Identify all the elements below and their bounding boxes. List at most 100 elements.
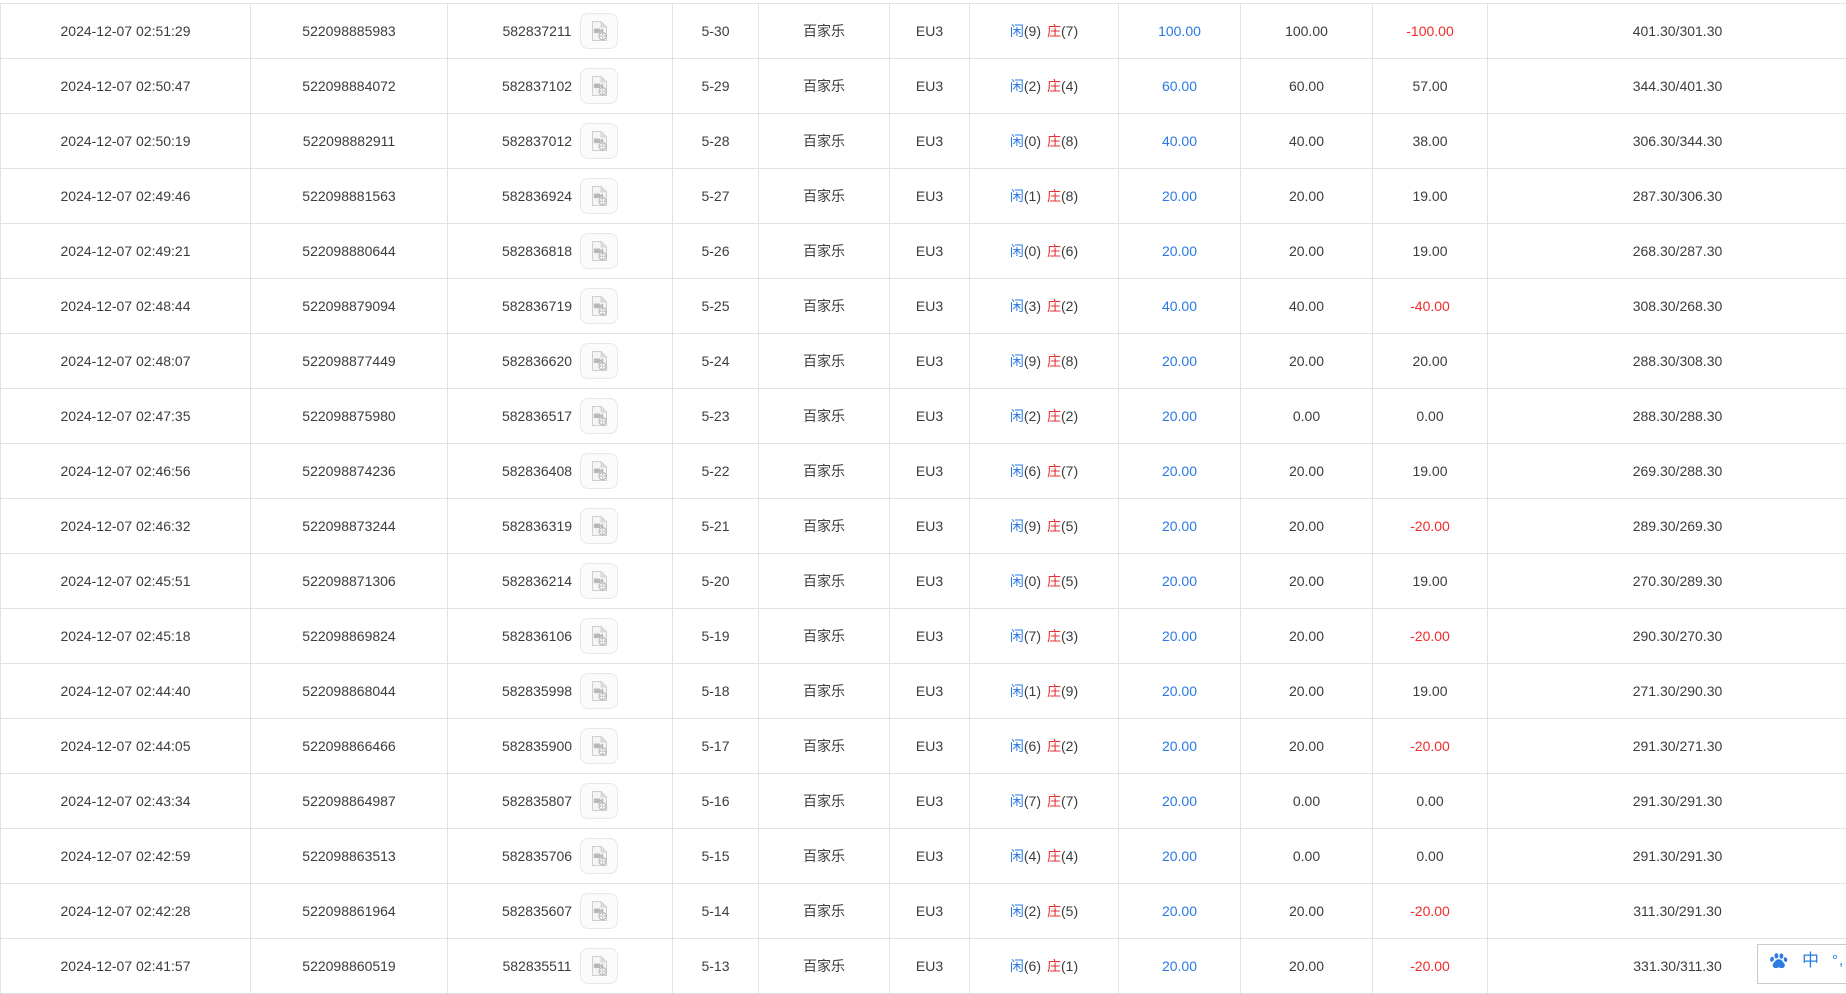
bet-record-row: 2024-12-07 02:43:34 522098864987 5828358… (1, 774, 1846, 829)
banker-label: 庄 (1047, 958, 1061, 974)
round-id-cell: 582835900 (448, 719, 673, 774)
round-id-cell: 582836319 (448, 499, 673, 554)
banker-label: 庄 (1047, 518, 1061, 534)
video-replay-button[interactable] (580, 673, 618, 709)
bet-amount-link[interactable]: 20.00 (1162, 903, 1197, 919)
result-cell: 闲(9)庄(7) (970, 4, 1119, 59)
video-replay-button[interactable] (580, 508, 618, 544)
round-no-cell: 5-14 (673, 884, 759, 939)
win-loss-cell: -20.00 (1373, 939, 1488, 994)
win-loss-cell: -20.00 (1373, 719, 1488, 774)
bet-amount-link[interactable]: 20.00 (1162, 518, 1197, 534)
round-id-cell: 582836719 (448, 279, 673, 334)
video-replay-button[interactable] (580, 893, 618, 929)
bet-amount-cell: 100.00 (1119, 4, 1241, 59)
bet-record-row: 2024-12-07 02:46:56 522098874236 5828364… (1, 444, 1846, 499)
video-replay-button[interactable] (580, 398, 618, 434)
banker-label: 庄 (1047, 408, 1061, 424)
video-replay-button[interactable] (580, 68, 618, 104)
valid-amount-cell: 20.00 (1241, 499, 1373, 554)
banker-points: (2) (1061, 298, 1078, 314)
player-points: (6) (1024, 463, 1041, 479)
bet-record-row: 2024-12-07 02:44:40 522098868044 5828359… (1, 664, 1846, 719)
balance-cell: 288.30/308.30 (1488, 334, 1846, 389)
bet-amount-link[interactable]: 20.00 (1162, 243, 1197, 259)
player-label: 闲 (1010, 903, 1024, 919)
bet-amount-link[interactable]: 20.00 (1162, 738, 1197, 754)
bet-amount-link[interactable]: 20.00 (1162, 408, 1197, 424)
banker-label: 庄 (1047, 243, 1061, 259)
bet-amount-cell: 20.00 (1119, 389, 1241, 444)
video-replay-button[interactable] (580, 618, 618, 654)
round-id-text: 582836106 (502, 628, 572, 644)
table-name-cell: EU3 (890, 444, 970, 499)
win-loss-cell: -100.00 (1373, 4, 1488, 59)
order-id-cell: 522098873244 (251, 499, 448, 554)
bet-amount-link[interactable]: 20.00 (1162, 793, 1197, 809)
order-id-cell: 522098882911 (251, 114, 448, 169)
player-points: (2) (1024, 78, 1041, 94)
banker-points: (5) (1061, 903, 1078, 919)
player-points: (6) (1024, 958, 1041, 974)
bet-amount-link[interactable]: 20.00 (1162, 573, 1197, 589)
video-replay-button[interactable] (580, 838, 618, 874)
valid-amount-cell: 20.00 (1241, 884, 1373, 939)
bet-amount-link[interactable]: 100.00 (1158, 23, 1201, 39)
bet-time-cell: 2024-12-07 02:49:21 (1, 224, 251, 279)
video-replay-button[interactable] (580, 13, 618, 49)
ime-toolbar[interactable]: 中 °, (1757, 944, 1846, 984)
order-id-cell: 522098864987 (251, 774, 448, 829)
valid-amount-cell: 20.00 (1241, 609, 1373, 664)
balance-cell: 289.30/269.30 (1488, 499, 1846, 554)
video-replay-button[interactable] (580, 123, 618, 159)
win-loss-cell: 0.00 (1373, 829, 1488, 884)
bet-time-cell: 2024-12-07 02:50:19 (1, 114, 251, 169)
table-name-cell: EU3 (890, 719, 970, 774)
bet-record-row: 2024-12-07 02:46:32 522098873244 5828363… (1, 499, 1846, 554)
banker-label: 庄 (1047, 133, 1061, 149)
banker-points: (5) (1061, 573, 1078, 589)
bet-amount-cell: 20.00 (1119, 334, 1241, 389)
player-label: 闲 (1010, 243, 1024, 259)
round-id-cell: 582835607 (448, 884, 673, 939)
round-id-text: 582836214 (502, 573, 572, 589)
video-replay-button[interactable] (580, 178, 618, 214)
video-replay-button[interactable] (580, 343, 618, 379)
bet-amount-cell: 20.00 (1119, 609, 1241, 664)
bet-amount-link[interactable]: 20.00 (1162, 958, 1197, 974)
bet-amount-link[interactable]: 20.00 (1162, 628, 1197, 644)
bet-time-cell: 2024-12-07 02:51:29 (1, 4, 251, 59)
bet-amount-link[interactable]: 20.00 (1162, 188, 1197, 204)
video-replay-button[interactable] (580, 288, 618, 324)
bet-amount-link[interactable]: 40.00 (1162, 298, 1197, 314)
video-replay-button[interactable] (580, 728, 618, 764)
video-replay-button[interactable] (580, 783, 618, 819)
video-file-icon (587, 184, 611, 208)
bet-amount-link[interactable]: 20.00 (1162, 683, 1197, 699)
bet-amount-link[interactable]: 40.00 (1162, 133, 1197, 149)
bet-amount-link[interactable]: 20.00 (1162, 353, 1197, 369)
bet-amount-cell: 20.00 (1119, 884, 1241, 939)
bet-time-cell: 2024-12-07 02:49:46 (1, 169, 251, 224)
round-id-text: 582836924 (502, 188, 572, 204)
bet-amount-link[interactable]: 60.00 (1162, 78, 1197, 94)
valid-amount-cell: 0.00 (1241, 389, 1373, 444)
player-points: (4) (1024, 848, 1041, 864)
bet-record-row: 2024-12-07 02:48:07 522098877449 5828366… (1, 334, 1846, 389)
game-type-cell: 百家乐 (759, 4, 890, 59)
player-points: (3) (1024, 298, 1041, 314)
bet-amount-link[interactable]: 20.00 (1162, 848, 1197, 864)
game-type-cell: 百家乐 (759, 169, 890, 224)
result-cell: 闲(0)庄(8) (970, 114, 1119, 169)
round-no-cell: 5-17 (673, 719, 759, 774)
video-replay-button[interactable] (580, 563, 618, 599)
bet-amount-link[interactable]: 20.00 (1162, 463, 1197, 479)
result-cell: 闲(9)庄(5) (970, 499, 1119, 554)
video-replay-button[interactable] (580, 233, 618, 269)
player-label: 闲 (1010, 793, 1024, 809)
bet-amount-cell: 40.00 (1119, 114, 1241, 169)
video-replay-button[interactable] (580, 453, 618, 489)
valid-amount-cell: 20.00 (1241, 224, 1373, 279)
video-replay-button[interactable] (580, 948, 618, 984)
video-file-icon (587, 514, 611, 538)
